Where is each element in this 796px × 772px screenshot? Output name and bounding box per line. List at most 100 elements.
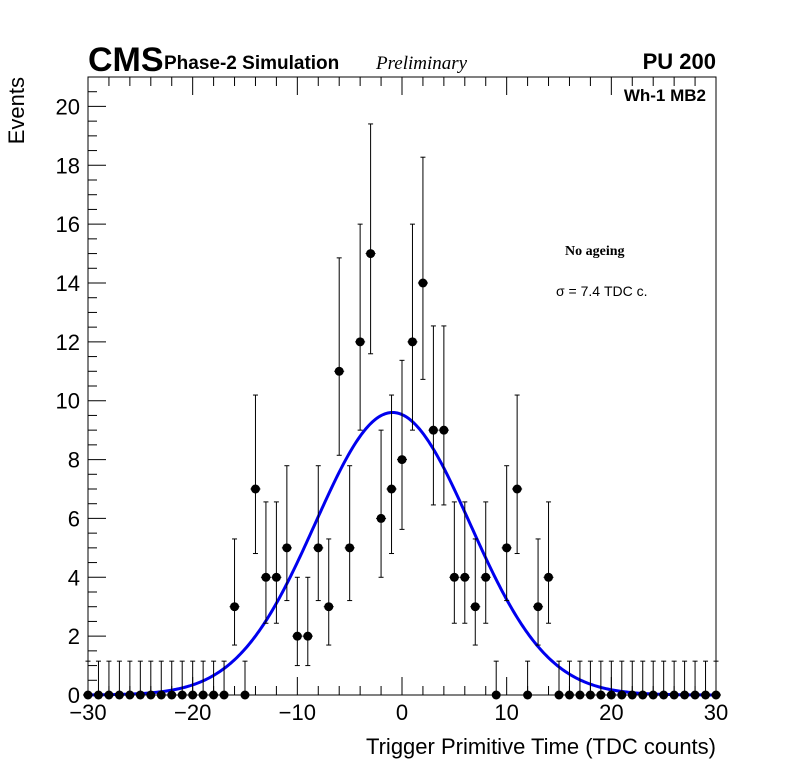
marker bbox=[240, 690, 250, 700]
data-point bbox=[711, 660, 721, 700]
marker bbox=[397, 455, 407, 465]
preliminary-label: Preliminary bbox=[375, 53, 468, 74]
marker bbox=[219, 690, 229, 700]
data-point bbox=[240, 660, 250, 700]
x-tick-label: −30 bbox=[69, 700, 106, 725]
y-tick-label: 12 bbox=[56, 330, 80, 355]
data-point bbox=[564, 660, 575, 700]
marker bbox=[460, 572, 470, 582]
marker bbox=[449, 572, 459, 582]
data-point bbox=[229, 538, 240, 646]
marker bbox=[230, 602, 240, 612]
y-tick-label: 4 bbox=[68, 565, 80, 590]
data-point bbox=[386, 394, 397, 555]
data-points bbox=[83, 123, 721, 700]
data-point bbox=[554, 660, 564, 700]
data-point bbox=[219, 660, 230, 700]
marker bbox=[606, 690, 616, 700]
marker bbox=[439, 425, 449, 435]
marker bbox=[355, 337, 365, 347]
x-tick-labels: −30 −20 −10 0 10 20 30 bbox=[69, 700, 728, 725]
data-point bbox=[135, 660, 146, 700]
marker bbox=[324, 602, 334, 612]
data-point bbox=[397, 359, 407, 530]
data-point bbox=[198, 660, 209, 700]
data-point bbox=[344, 465, 355, 602]
marker bbox=[209, 690, 219, 700]
data-point bbox=[124, 660, 135, 700]
x-tick-label: −20 bbox=[174, 700, 211, 725]
data-point bbox=[606, 660, 617, 700]
marker bbox=[104, 690, 114, 700]
marker bbox=[313, 543, 323, 553]
data-point bbox=[83, 660, 93, 700]
data-point bbox=[491, 660, 502, 700]
data-point bbox=[585, 660, 596, 700]
marker bbox=[470, 602, 480, 612]
marker bbox=[387, 484, 397, 494]
marker bbox=[345, 543, 355, 553]
marker bbox=[188, 690, 198, 700]
marker bbox=[596, 690, 606, 700]
data-point bbox=[313, 465, 324, 602]
marker bbox=[334, 366, 344, 376]
data-point bbox=[669, 660, 680, 700]
data-point bbox=[271, 501, 282, 624]
data-point bbox=[281, 465, 292, 602]
marker bbox=[585, 690, 595, 700]
x-tick-label: 20 bbox=[599, 700, 623, 725]
marker bbox=[146, 690, 156, 700]
marker bbox=[711, 690, 721, 700]
data-point bbox=[208, 660, 219, 700]
data-point bbox=[145, 660, 156, 700]
data-point bbox=[679, 660, 690, 700]
data-point bbox=[355, 223, 366, 431]
data-point bbox=[156, 660, 167, 700]
marker bbox=[491, 690, 501, 700]
data-point bbox=[103, 660, 114, 700]
marker bbox=[554, 690, 564, 700]
marker bbox=[680, 690, 690, 700]
data-point bbox=[323, 538, 334, 646]
marker bbox=[701, 690, 711, 700]
y-tick-label: 2 bbox=[68, 624, 80, 649]
marker bbox=[83, 690, 93, 700]
data-point bbox=[616, 660, 627, 700]
y-tick-label: 20 bbox=[56, 94, 80, 119]
marker bbox=[271, 572, 281, 582]
x-tick-label: −10 bbox=[279, 700, 316, 725]
marker bbox=[533, 602, 543, 612]
data-point bbox=[376, 429, 387, 578]
data-point bbox=[522, 660, 533, 700]
marker bbox=[523, 690, 533, 700]
data-point bbox=[187, 660, 198, 700]
data-point bbox=[648, 660, 659, 700]
marker bbox=[648, 690, 658, 700]
data-point bbox=[114, 660, 125, 700]
data-point bbox=[260, 501, 271, 624]
data-point bbox=[438, 325, 449, 506]
data-point bbox=[480, 501, 491, 624]
marker bbox=[638, 690, 648, 700]
marker bbox=[177, 690, 187, 700]
data-point bbox=[700, 660, 711, 700]
phase2-subtitle: Phase-2 Simulation bbox=[164, 53, 339, 74]
marker bbox=[198, 690, 208, 700]
sigma-label: σ = 7.4 TDC c. bbox=[556, 283, 648, 299]
marker bbox=[93, 690, 103, 700]
marker bbox=[167, 690, 177, 700]
marker bbox=[250, 484, 260, 494]
data-point bbox=[250, 394, 261, 555]
pileup-label: PU 200 bbox=[643, 49, 716, 74]
marker bbox=[627, 690, 637, 700]
data-point bbox=[177, 660, 188, 700]
marker bbox=[135, 690, 145, 700]
data-point bbox=[574, 660, 585, 700]
marker bbox=[669, 690, 679, 700]
data-point bbox=[292, 576, 303, 667]
marker bbox=[575, 690, 585, 700]
y-tick-label: 10 bbox=[56, 389, 80, 414]
data-point bbox=[470, 538, 481, 646]
